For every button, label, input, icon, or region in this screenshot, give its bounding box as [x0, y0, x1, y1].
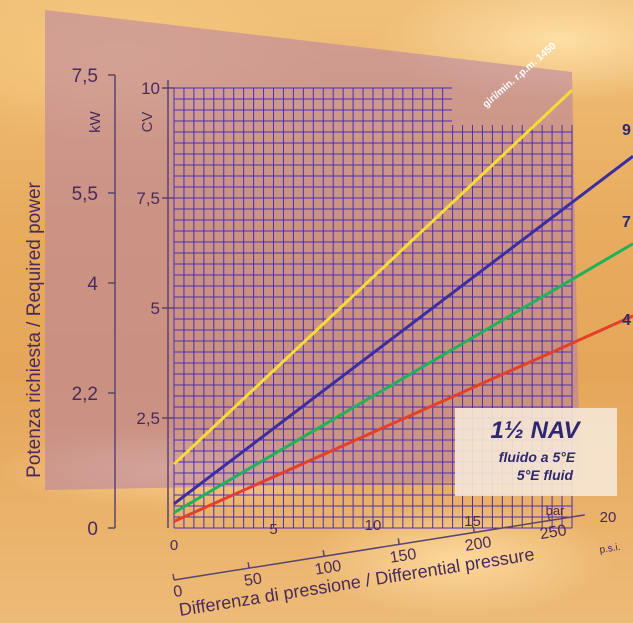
psi-tick-label: 50 — [243, 570, 263, 590]
cv-unit-label: CV — [139, 112, 156, 133]
bar-tick-label: 5 — [269, 521, 277, 538]
psi-tick — [547, 514, 551, 521]
chart-title: 1½ NAV — [491, 417, 582, 444]
cv-tick-label: 7,5 — [136, 189, 160, 208]
bar-tick-label: 20 — [600, 509, 617, 526]
series-line-extension — [571, 155, 633, 204]
bar-unit-label: bar — [546, 503, 565, 518]
psi-tick-label: 200 — [464, 534, 493, 555]
psi-tick — [172, 573, 175, 581]
kw-tick-label: 4 — [87, 274, 98, 295]
psi-tick — [472, 526, 475, 533]
x-axis-title: Differenza di pressione / Differential p… — [177, 544, 535, 620]
kw-tick-label: 2,2 — [72, 384, 98, 405]
background-panel — [45, 10, 580, 490]
kw-unit-label: kW — [87, 110, 104, 133]
psi-axis-line — [173, 514, 585, 581]
series-line-extension — [571, 242, 633, 281]
cv-tick-label: 10 — [141, 79, 160, 98]
chart-subtitle-en: 5°E fluid — [517, 467, 574, 483]
psi-tick-label: 150 — [389, 546, 418, 567]
series-line — [173, 278, 573, 514]
psi-tick-label: 100 — [314, 558, 343, 579]
series-line — [172, 89, 574, 466]
cv-tick-label: 2,5 — [136, 409, 160, 428]
psi-unit-label: p.s.i. — [599, 542, 622, 556]
series-label: 7 — [622, 214, 631, 231]
bar-tick-label: 0 — [170, 537, 178, 554]
psi-tick — [397, 538, 400, 545]
psi-tick — [322, 550, 325, 557]
chart-subtitle-it: fluido a 5°E — [499, 449, 576, 465]
series-lines — [172, 89, 633, 523]
kw-tick-label: 0 — [87, 519, 98, 540]
series-label: 4 — [622, 312, 631, 329]
bar-tick-label: 10 — [365, 517, 382, 534]
series-label: 9 — [622, 122, 631, 139]
kw-tick-label: 5,5 — [72, 184, 98, 205]
bar-tick-label: 15 — [464, 513, 481, 530]
series-line — [173, 201, 573, 505]
psi-tick-label: 250 — [539, 522, 568, 543]
y-axis-title: Potenza richiesta / Required power — [24, 181, 45, 477]
series-line-extension — [571, 314, 633, 345]
title-box: 1½ NAV fluido a 5°E 5°E fluid — [455, 408, 617, 496]
cv-tick-label: 5 — [151, 299, 160, 318]
psi-tick — [247, 562, 250, 569]
series-line — [173, 341, 573, 523]
kw-tick-label: 7,5 — [72, 66, 98, 87]
psi-tick-label: 0 — [172, 583, 184, 601]
